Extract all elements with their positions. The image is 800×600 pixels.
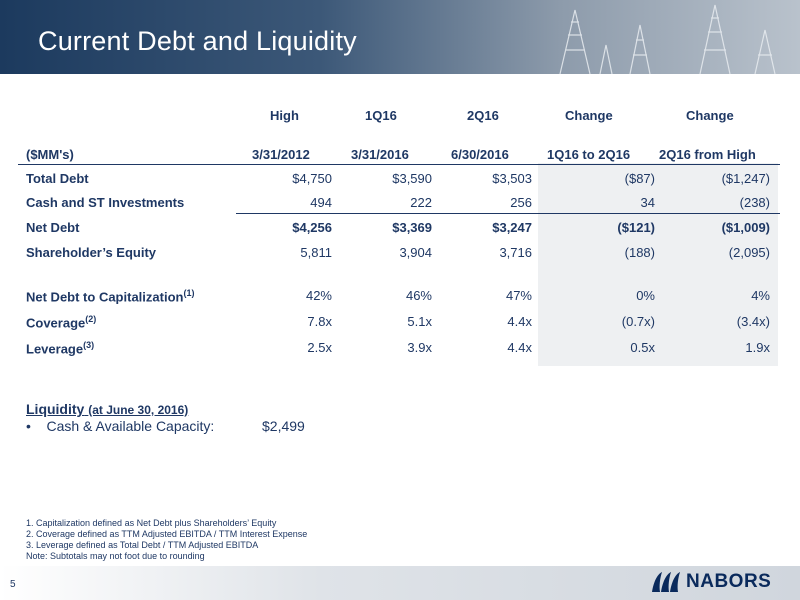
row-label-total-debt: Total Debt	[26, 171, 89, 186]
table-cell: (3.4x)	[736, 314, 770, 329]
footnote: 2. Coverage defined as TTM Adjusted EBIT…	[26, 529, 308, 539]
table-cell: 256	[510, 195, 532, 210]
table-cell: ($1,247)	[721, 171, 770, 186]
footnote-marker: (2)	[85, 314, 97, 324]
liquidity-item-label: Cash & Available Capacity:	[46, 418, 215, 434]
liquidity-title: Liquidity	[26, 401, 85, 417]
title-banner: Current Debt and Liquidity	[0, 0, 800, 74]
table-cell: 0.5x	[630, 340, 655, 355]
col-header-1q16-date: 3/31/2016	[351, 147, 409, 162]
col-header-high-date: 3/31/2012	[252, 147, 310, 162]
footnote: 1. Capitalization defined as Net Debt pl…	[26, 518, 277, 528]
change-columns-shading	[538, 163, 778, 366]
footnote-marker: (1)	[183, 288, 195, 298]
col-group-high: High	[270, 108, 299, 123]
table-cell: $4,750	[292, 171, 332, 186]
table-cell: $3,247	[492, 220, 532, 235]
table-cell: ($1,009)	[721, 220, 770, 235]
footnote: Note: Subtotals may not foot due to roun…	[26, 551, 205, 561]
table-cell: 2.5x	[307, 340, 332, 355]
table-cell: (2,095)	[728, 245, 770, 260]
table-cell: 4%	[751, 288, 770, 303]
logo-wordmark: NABORS	[686, 571, 772, 592]
table-cell: (188)	[624, 245, 655, 260]
table-cell: ($121)	[617, 220, 655, 235]
table-cell: 3,716	[499, 245, 532, 260]
table-cell: 5,811	[300, 245, 332, 260]
row-label-leverage: Leverage(3)	[26, 340, 94, 356]
row-label-net-debt-cap: Net Debt to Capitalization(1)	[26, 288, 194, 304]
col-group-2q16: 2Q16	[467, 108, 499, 123]
page-number: 5	[10, 579, 16, 590]
subtotal-divider	[236, 213, 780, 214]
liquidity-item-value: $2,499	[262, 418, 305, 434]
liquidity-title-note: (at June 30, 2016)	[88, 403, 189, 417]
table-cell: 4.4x	[507, 340, 532, 355]
table-cell: $3,503	[492, 171, 532, 186]
row-label-net-debt: Net Debt	[26, 220, 80, 235]
table-cell: 494	[310, 195, 332, 210]
table-cell: 1.9x	[745, 340, 770, 355]
table-cell: (238)	[739, 195, 770, 210]
row-label-coverage: Coverage(2)	[26, 314, 96, 330]
table-cell: 3,904	[399, 245, 432, 260]
table-cell: 4.4x	[507, 314, 532, 329]
debt-table: High 1Q16 2Q16 Change Change ($MM's) 3/3…	[18, 108, 780, 366]
footnote: 3. Leverage defined as Total Debt / TTM …	[26, 540, 259, 550]
footnote-marker: (3)	[83, 340, 95, 350]
table-cell: 46%	[405, 288, 432, 303]
drilling-rig-icon	[559, 4, 776, 74]
table-cell: 0%	[636, 288, 655, 303]
col-header-change-high: 2Q16 from High	[659, 147, 756, 162]
liquidity-heading: Liquidity (at June 30, 2016)	[26, 401, 188, 417]
table-cell: 5.1x	[407, 314, 432, 329]
col-group-change-2: Change	[686, 108, 734, 123]
row-label-cash: Cash and ST Investments	[26, 195, 185, 210]
table-cell: ($87)	[624, 171, 655, 186]
row-label-text: Leverage	[26, 341, 84, 357]
table-cell: $4,256	[292, 220, 332, 235]
table-cell: $3,369	[392, 220, 432, 235]
table-cell: 47%	[505, 288, 532, 303]
table-cell: 222	[410, 195, 432, 210]
table-cell: $3,590	[392, 171, 432, 186]
header-divider	[18, 164, 780, 165]
table-cell: 34	[640, 195, 655, 210]
table-cell: 42%	[305, 288, 332, 303]
col-header-units: ($MM's)	[26, 147, 74, 162]
row-label-text: Coverage	[26, 315, 86, 331]
row-label-equity: Shareholder’s Equity	[26, 245, 157, 260]
col-group-change-1: Change	[565, 108, 613, 123]
page-title: Current Debt and Liquidity	[38, 26, 357, 56]
table-cell: 7.8x	[307, 314, 332, 329]
nabors-logo-icon	[652, 572, 680, 592]
col-header-change-1q-2q: 1Q16 to 2Q16	[547, 147, 631, 162]
footnotes: 1. Capitalization defined as Net Debt pl…	[26, 518, 307, 562]
table-cell: (0.7x)	[621, 314, 655, 329]
liquidity-item: • Cash & Available Capacity:	[26, 418, 215, 434]
table-cell: 3.9x	[407, 340, 432, 355]
col-header-2q16-date: 6/30/2016	[451, 147, 509, 162]
row-label-text: Net Debt to Capitalization	[26, 289, 184, 305]
col-group-1q16: 1Q16	[365, 108, 397, 123]
